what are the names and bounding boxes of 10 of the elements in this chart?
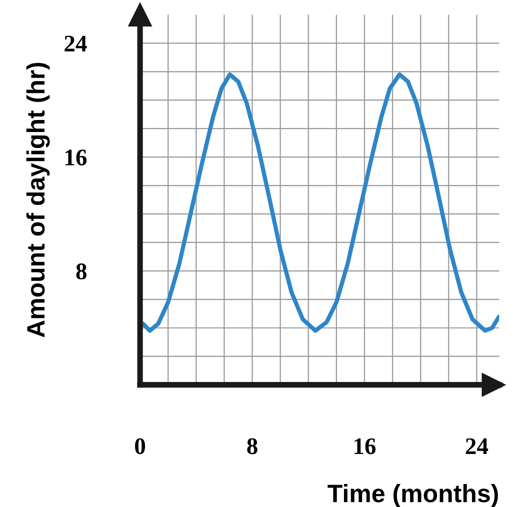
y-tick-label: 16 — [66, 150, 87, 166]
x-axis-title: Time (months) — [328, 484, 498, 507]
x-tick-label: 24 — [466, 438, 488, 454]
x-tick-label: 16 — [354, 438, 376, 454]
y-tick-label: 8 — [76, 263, 86, 280]
x-tick-label: 0 — [135, 438, 146, 454]
line-series — [140, 72, 500, 333]
y-axis-title: Amount of daylight (hr) — [26, 62, 50, 338]
y-tick-label: 24 — [64, 36, 87, 52]
x-tick-label: 8 — [247, 438, 258, 454]
